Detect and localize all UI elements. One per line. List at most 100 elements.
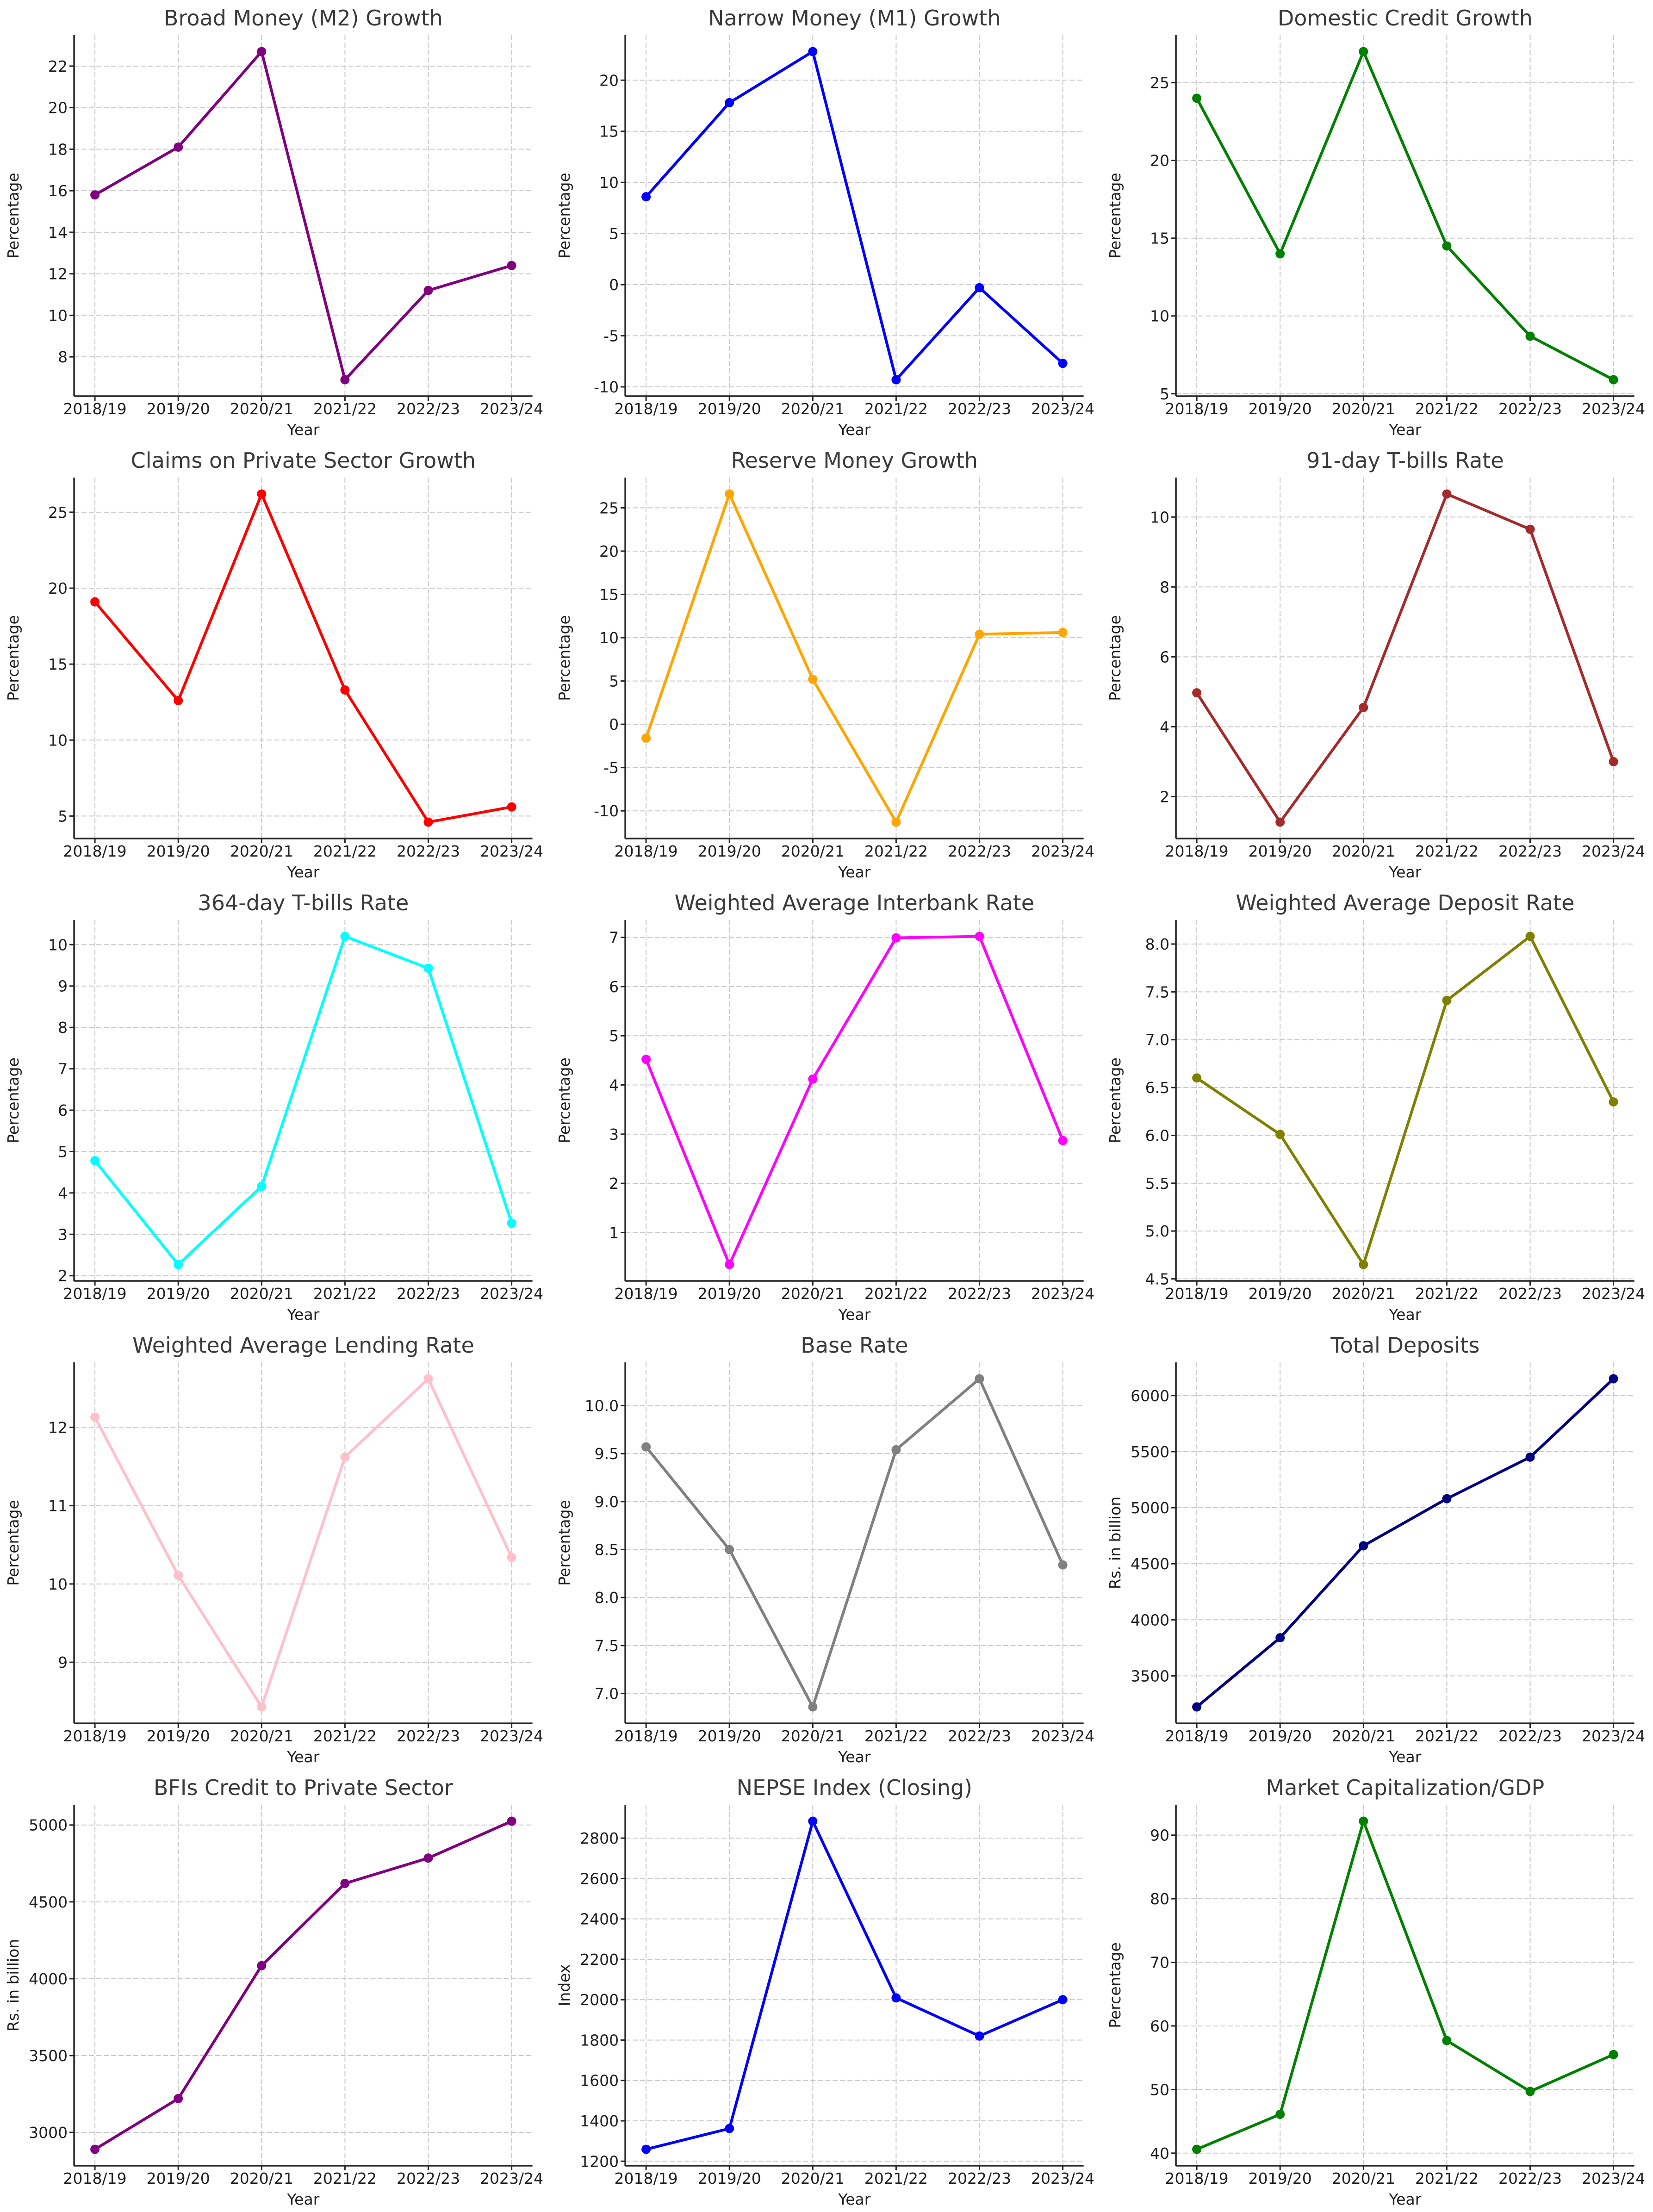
y-tick-label: 7.5 <box>594 1637 618 1655</box>
y-tick-label: 1200 <box>580 2152 619 2170</box>
x-tick-label: 2019/20 <box>1249 1285 1312 1303</box>
data-point <box>340 1452 350 1462</box>
y-axis-label: Percentage <box>555 615 573 701</box>
data-point <box>1609 757 1618 766</box>
y-tick-label: 5 <box>58 807 68 825</box>
data-point <box>1058 1995 1068 2005</box>
x-axis-label: Year <box>1389 1305 1422 1323</box>
line-chart-canvas: 2018/19 2019/20 2020/21 2021/22 2022/23 2023/… <box>4 1333 543 1766</box>
y-tick-label: 5 <box>609 225 619 243</box>
x-tick-label: 2019/20 <box>147 400 210 418</box>
data-point <box>257 1702 267 1712</box>
chart-base-rate: 2018/19 2019/20 2020/21 2021/22 2022/23 2023/… <box>551 1327 1102 1770</box>
y-tick-label: 80 <box>1150 1890 1169 1908</box>
data-point <box>1192 93 1202 103</box>
data-point <box>808 1074 817 1084</box>
x-tick-label: 2021/22 <box>864 2169 928 2187</box>
data-line <box>1195 1820 1615 2151</box>
y-tick-label: 5.5 <box>1145 1174 1169 1193</box>
data-point <box>1609 1374 1618 1384</box>
x-tick-label: 2018/19 <box>614 842 677 860</box>
data-point <box>1058 1560 1068 1570</box>
x-tick-label: 2022/23 <box>397 400 460 418</box>
x-tick-label: 2021/22 <box>1415 1727 1479 1745</box>
y-tick-label: 10 <box>599 629 619 647</box>
x-tick-label: 2021/22 <box>313 2169 377 2187</box>
y-tick-label: 20 <box>48 99 68 117</box>
data-point <box>507 802 516 812</box>
data-point <box>1359 1260 1368 1269</box>
chart-weighted-average-deposit-rate: 2018/19 2019/20 2020/21 2021/22 2022/23 2023/… <box>1102 885 1653 1327</box>
x-tick-label: 2021/22 <box>864 1285 928 1303</box>
x-tick-label: 2021/22 <box>1415 400 1479 418</box>
line-chart-canvas: 2018/19 2019/20 2020/21 2021/22 2022/23 2023/… <box>555 6 1094 439</box>
x-tick-label: 2019/20 <box>697 2169 761 2187</box>
chart-broad-money-m2-growth: 2018/19 2019/20 2020/21 2021/22 2022/23 2023/… <box>0 0 551 442</box>
chart-title: Weighted Average Deposit Rate <box>1236 890 1575 915</box>
x-tick-label: 2022/23 <box>948 842 1011 860</box>
data-point <box>1275 1633 1285 1643</box>
data-point <box>891 1993 901 2003</box>
line-chart-canvas: 2018/19 2019/20 2020/21 2021/22 2022/23 2023/… <box>1106 1333 1645 1766</box>
y-tick-label: 1600 <box>580 2072 619 2090</box>
y-tick-label: 2800 <box>580 1829 619 1847</box>
y-tick-label: 50 <box>1150 2081 1169 2099</box>
data-point <box>1525 2087 1535 2096</box>
y-tick-label: 4000 <box>1131 1611 1169 1629</box>
data-point <box>724 1545 734 1554</box>
data-point <box>891 933 901 943</box>
x-tick-label: 2023/24 <box>1582 2169 1645 2187</box>
x-tick-label: 2020/21 <box>1332 2169 1395 2187</box>
x-tick-label: 2020/21 <box>230 1285 293 1303</box>
x-tick-label: 2018/19 <box>614 1727 677 1745</box>
data-point <box>1442 489 1452 499</box>
x-tick-label: 2022/23 <box>948 400 1011 418</box>
x-tick-label: 2019/20 <box>147 1285 210 1303</box>
y-axis-label: Percentage <box>4 1500 22 1586</box>
data-point <box>808 674 817 684</box>
chart-claims-on-private-sector-growth: 2018/19 2019/20 2020/21 2021/22 2022/23 2023/… <box>0 442 551 885</box>
y-tick-label: 2200 <box>580 1951 619 1969</box>
line-chart-canvas: 2018/19 2019/20 2020/21 2021/22 2022/23 2023/… <box>1106 890 1645 1323</box>
data-point <box>174 142 183 152</box>
y-tick-label: 20 <box>599 71 619 89</box>
data-point <box>423 1374 433 1384</box>
data-point <box>1442 241 1452 251</box>
data-point <box>1525 524 1535 534</box>
x-tick-label: 2020/21 <box>781 842 844 860</box>
line-chart-canvas: 2018/19 2019/20 2020/21 2021/22 2022/23 2023/… <box>555 1333 1094 1766</box>
y-axis-label: Percentage <box>1106 1942 1124 2028</box>
x-tick-label: 2023/24 <box>1582 1727 1645 1745</box>
data-point <box>423 286 433 295</box>
y-tick-label: 7.0 <box>594 1685 618 1703</box>
data-point <box>1442 1494 1452 1504</box>
line-chart-canvas: 2018/19 2019/20 2020/21 2021/22 2022/23 2023/… <box>555 1775 1094 2208</box>
chart-title: Broad Money (M2) Growth <box>164 6 443 31</box>
y-tick-label: 7 <box>58 1060 68 1078</box>
x-tick-label: 2023/24 <box>480 842 543 860</box>
data-point <box>1525 1452 1535 1462</box>
data-line <box>93 935 513 1266</box>
x-tick-label: 2019/20 <box>1249 2169 1312 2187</box>
data-point <box>975 283 984 292</box>
y-axis-label: Percentage <box>555 173 573 259</box>
data-point <box>724 98 734 107</box>
y-tick-label: 7.0 <box>1145 1031 1169 1049</box>
x-tick-label: 2018/19 <box>1165 842 1229 860</box>
data-point <box>90 1412 100 1422</box>
y-tick-label: 2000 <box>580 1991 619 2009</box>
y-axis-label: Percentage <box>1106 1057 1124 1143</box>
data-line <box>644 935 1064 1266</box>
y-tick-label: 8 <box>58 1019 68 1037</box>
x-tick-label: 2022/23 <box>397 842 460 860</box>
x-tick-label: 2020/21 <box>230 842 293 860</box>
data-point <box>1359 1816 1368 1826</box>
y-tick-label: 20 <box>599 542 619 560</box>
data-line <box>93 1820 513 2151</box>
data-point <box>507 1553 516 1562</box>
chart-title: Reserve Money Growth <box>731 448 977 473</box>
y-tick-label: 40 <box>1150 2144 1169 2162</box>
line-chart-canvas: 2018/19 2019/20 2020/21 2021/22 2022/23 2023/… <box>1106 1775 1645 2208</box>
data-point <box>423 1853 433 1863</box>
